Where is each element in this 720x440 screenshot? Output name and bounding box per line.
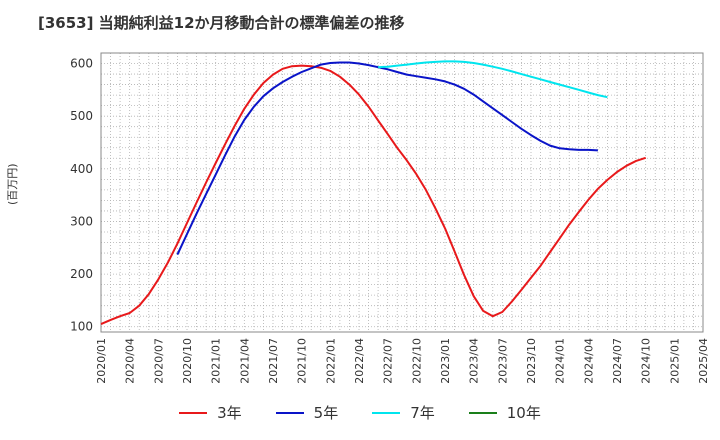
x-tick-label: 2024/01 (554, 338, 567, 384)
x-tick-label: 2020/07 (152, 338, 165, 384)
x-tick-label: 2021/07 (267, 338, 280, 384)
legend-item: 5年 (275, 402, 339, 423)
x-tick-label: 2022/01 (324, 338, 337, 384)
legend-swatch (179, 411, 208, 414)
series-line-3年 (100, 64, 647, 326)
x-tick-label: 2024/10 (640, 338, 653, 384)
x-tick-label: 2021/04 (238, 338, 251, 384)
x-tick-label: 2022/10 (410, 338, 423, 384)
x-axis-ticks: 2020/01 2020/04 2020/07 2020/10 2021/01 2021/… (95, 338, 710, 384)
x-tick-label: 2023/04 (468, 338, 481, 384)
x-tick-label: 2023/10 (525, 338, 538, 384)
legend-item: 7年 (372, 402, 435, 423)
series-line-7年 (378, 60, 608, 99)
legend-swatch (372, 411, 401, 414)
x-tick-label: 2021/10 (296, 338, 309, 384)
x-tick-label: 2022/07 (382, 338, 395, 384)
y-tick-label: 600 (70, 57, 93, 71)
x-tick-label: 2022/04 (353, 338, 366, 384)
legend-label: 5年 (313, 404, 339, 422)
series-lines (100, 60, 647, 326)
y-tick-label: 200 (70, 267, 93, 281)
y-tick-label: 300 (70, 214, 93, 228)
y-axis-ticks: 100 200 300 400 500 600 (70, 57, 93, 334)
legend-swatch (468, 411, 497, 414)
grid-lines (100, 52, 704, 332)
x-tick-label: 2021/01 (210, 338, 223, 384)
legend-label: 7年 (410, 404, 435, 422)
x-tick-label: 2023/01 (439, 338, 452, 384)
legend-label: 10年 (506, 404, 541, 422)
y-tick-label: 400 (70, 162, 93, 176)
x-tick-label: 2025/04 (697, 338, 710, 384)
legend-label: 3年 (217, 404, 242, 422)
legend-item: 3年 (179, 402, 242, 423)
plot-area-frame (100, 52, 704, 333)
y-tick-label: 500 (70, 109, 93, 123)
x-tick-label: 2020/10 (181, 338, 194, 384)
chart-title: [3653] 当期純利益12か月移動合計の標準偏差の推移 (38, 14, 405, 32)
x-tick-label: 2024/04 (582, 338, 595, 384)
x-tick-label: 2025/01 (668, 338, 681, 384)
legend-swatch (275, 411, 304, 414)
series-line-5年 (176, 61, 598, 256)
x-tick-label: 2024/07 (611, 338, 624, 384)
line-chart: 100 200 300 400 500 600 2020/01 2020/04 2020/07… (70, 52, 710, 384)
x-tick-label: 2020/01 (95, 338, 108, 384)
y-tick-label: 100 (70, 320, 93, 334)
chart-legend: 3年 5年 7年 10年 (0, 402, 720, 423)
x-tick-label: 2023/07 (496, 338, 509, 384)
x-tick-label: 2020/04 (124, 338, 137, 384)
legend-item: 10年 (468, 402, 541, 423)
